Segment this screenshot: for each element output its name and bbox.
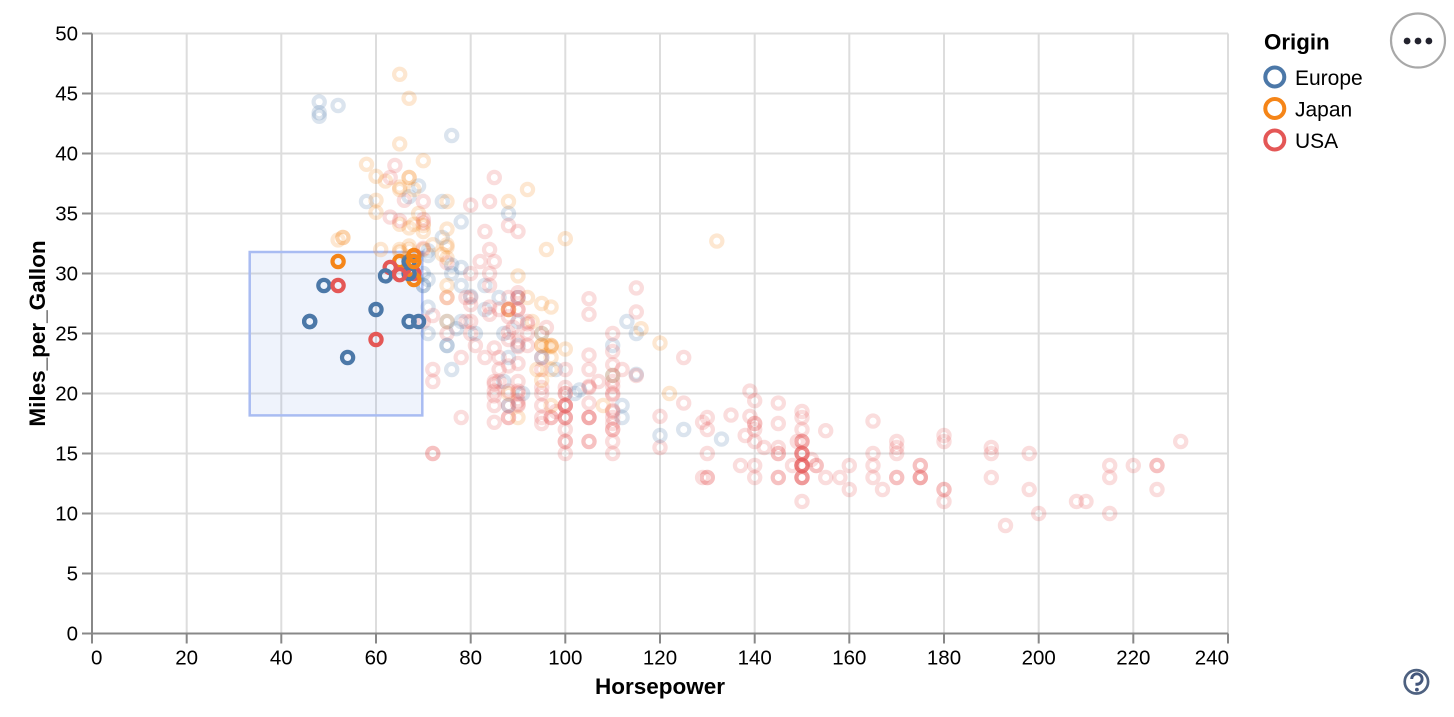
svg-text:5: 5 xyxy=(67,563,78,586)
svg-text:45: 45 xyxy=(55,83,78,106)
svg-text:0: 0 xyxy=(67,623,78,646)
svg-text:160: 160 xyxy=(832,647,866,670)
svg-text:180: 180 xyxy=(927,647,961,670)
svg-text:Origin: Origin xyxy=(1264,30,1330,55)
svg-text:40: 40 xyxy=(270,647,293,670)
svg-text:15: 15 xyxy=(55,443,78,466)
svg-text:20: 20 xyxy=(175,647,198,670)
svg-text:USA: USA xyxy=(1295,130,1338,153)
svg-text:220: 220 xyxy=(1116,647,1150,670)
svg-text:50: 50 xyxy=(55,23,78,46)
svg-text:Horsepower: Horsepower xyxy=(595,674,725,699)
svg-text:240: 240 xyxy=(1195,647,1229,670)
svg-text:Miles_per_Gallon: Miles_per_Gallon xyxy=(25,240,50,426)
svg-text:30: 30 xyxy=(55,263,78,286)
svg-text:200: 200 xyxy=(1022,647,1056,670)
svg-text:25: 25 xyxy=(55,323,78,346)
svg-text:Europe: Europe xyxy=(1295,67,1363,90)
svg-text:40: 40 xyxy=(55,143,78,166)
svg-text:10: 10 xyxy=(55,503,78,526)
svg-text:Japan: Japan xyxy=(1295,99,1352,122)
svg-text:80: 80 xyxy=(459,647,482,670)
svg-text:60: 60 xyxy=(365,647,388,670)
svg-text:35: 35 xyxy=(55,203,78,226)
svg-text:0: 0 xyxy=(91,647,102,670)
svg-text:140: 140 xyxy=(738,647,772,670)
svg-text:20: 20 xyxy=(55,383,78,406)
svg-text:100: 100 xyxy=(548,647,582,670)
svg-text:120: 120 xyxy=(643,647,677,670)
